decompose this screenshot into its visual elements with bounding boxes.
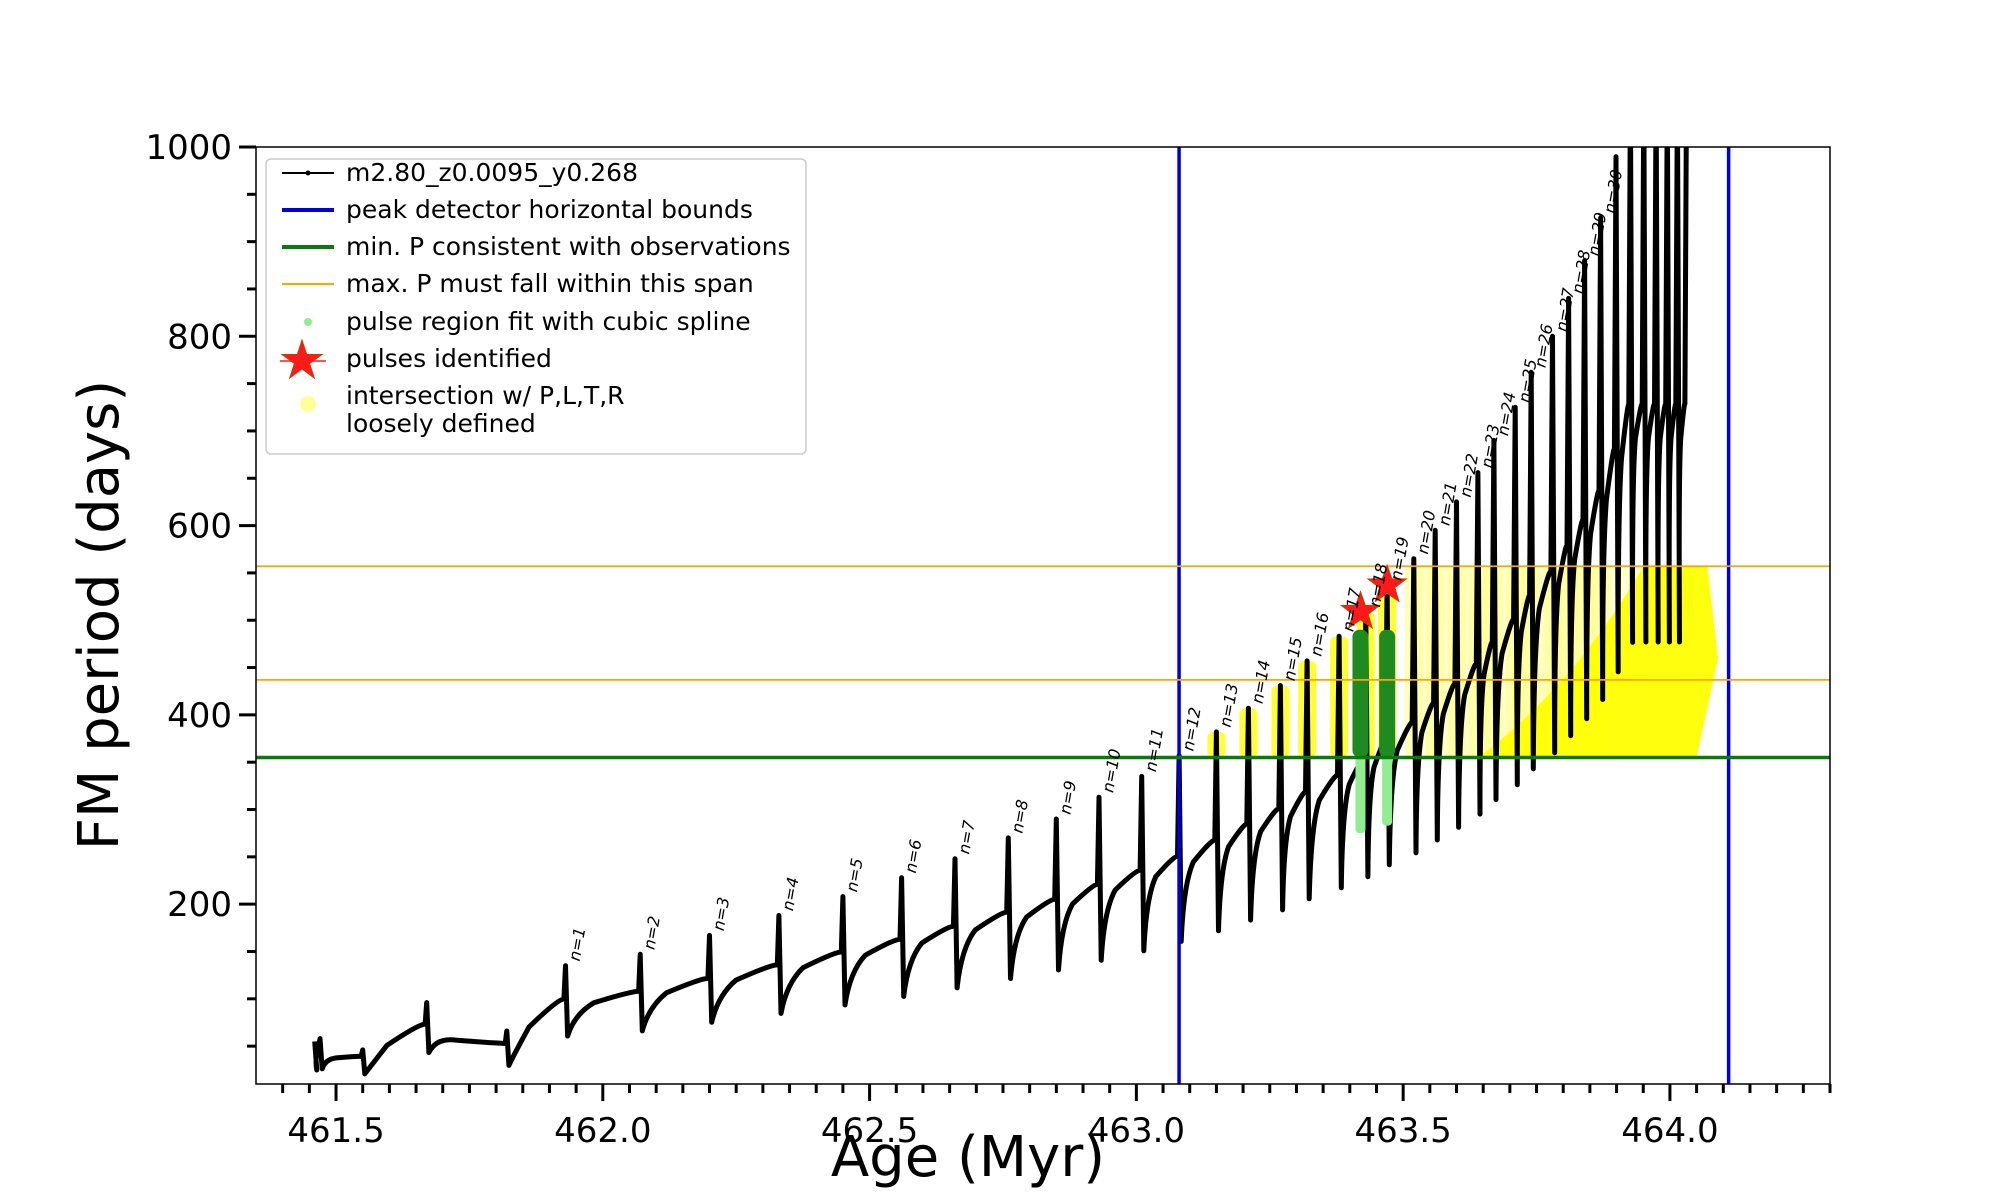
period-track-layer — [312, 147, 1689, 1077]
pulse-label: n=1 — [565, 926, 590, 963]
y-axis-label: FM period (days) — [67, 380, 132, 850]
pulse-label: n=2 — [639, 914, 664, 951]
spline-fit-dark — [1352, 629, 1369, 758]
period-track-line — [312, 147, 1689, 1077]
pulse-identified-star — [1366, 563, 1408, 603]
y-tick-label: 1000 — [145, 128, 232, 168]
reference-lines-layer — [256, 147, 1830, 1084]
pulse-label: n=3 — [709, 896, 734, 933]
legend-dot-swatch — [304, 318, 312, 326]
y-tick-label: 200 — [167, 885, 232, 925]
pulse-label: n=9 — [1056, 779, 1081, 816]
pulses-identified-layer — [1339, 563, 1408, 630]
legend-label: max. P must fall within this span — [346, 269, 754, 298]
axes-layer: 461.5 462.0 462.5 463.0 463.5 464.0 200 400 600 8… — [145, 128, 1832, 1151]
legend-star-swatch — [280, 338, 324, 380]
x-tick-label: 464.0 — [1621, 1111, 1718, 1151]
pulse-identified-star — [1339, 590, 1381, 630]
pulse-label: n=4 — [778, 876, 803, 913]
spline-fit-dark — [1379, 629, 1396, 758]
pulse-label: n=5 — [842, 857, 867, 894]
intersection-region-layer — [1170, 566, 1718, 758]
pulse-label: n=12 — [1178, 706, 1204, 753]
pulse-label: n=14 — [1248, 658, 1274, 705]
legend-label: intersection w/ P,L,T,R — [346, 381, 625, 410]
legend-label: min. P consistent with observations — [346, 232, 791, 261]
legend-frame — [265, 158, 807, 455]
pulse-label: n=6 — [901, 838, 926, 875]
pulse-label: n=30 — [1600, 168, 1626, 215]
pulse-label: n=16 — [1306, 611, 1332, 658]
pulse-label-layer: n=1 n=2 n=3 n=4 n=5 n=6 n=7 n=8 n=9 n=10 n=11 n=12 n… — [565, 168, 1626, 962]
pulse-label: n=29 — [1584, 211, 1610, 258]
legend-label: m2.80_z0.0095_y0.268 — [346, 158, 638, 187]
pulse-label: n=13 — [1216, 682, 1242, 729]
x-tick-label: 463.0 — [1088, 1111, 1185, 1151]
x-tick-label: 463.5 — [1354, 1111, 1451, 1151]
legend-label: peak detector horizontal bounds — [346, 195, 753, 224]
x-tick-label: 462.0 — [554, 1111, 651, 1151]
pulse-label: n=8 — [1008, 798, 1033, 835]
pulse-label: n=11 — [1141, 727, 1167, 774]
plot-frame — [255, 146, 1831, 1085]
legend-label: pulse region fit with cubic spline — [346, 307, 751, 336]
x-axis-label: Age (Myr) — [831, 1125, 1105, 1190]
legend-label: pulses identified — [346, 344, 552, 373]
y-tick-label: 800 — [167, 317, 232, 357]
y-tick-label: 400 — [167, 696, 232, 736]
pulse-label: n=10 — [1098, 747, 1124, 794]
legend-dot-swatch — [300, 396, 316, 412]
pulse-label: n=7 — [954, 818, 979, 855]
legend-marker-swatch — [305, 170, 311, 176]
x-tick-label: 461.5 — [287, 1111, 384, 1151]
x-tick-label: 462.5 — [821, 1111, 918, 1151]
legend-label: loosely defined — [346, 409, 536, 438]
y-tick-label: 600 — [167, 507, 232, 547]
